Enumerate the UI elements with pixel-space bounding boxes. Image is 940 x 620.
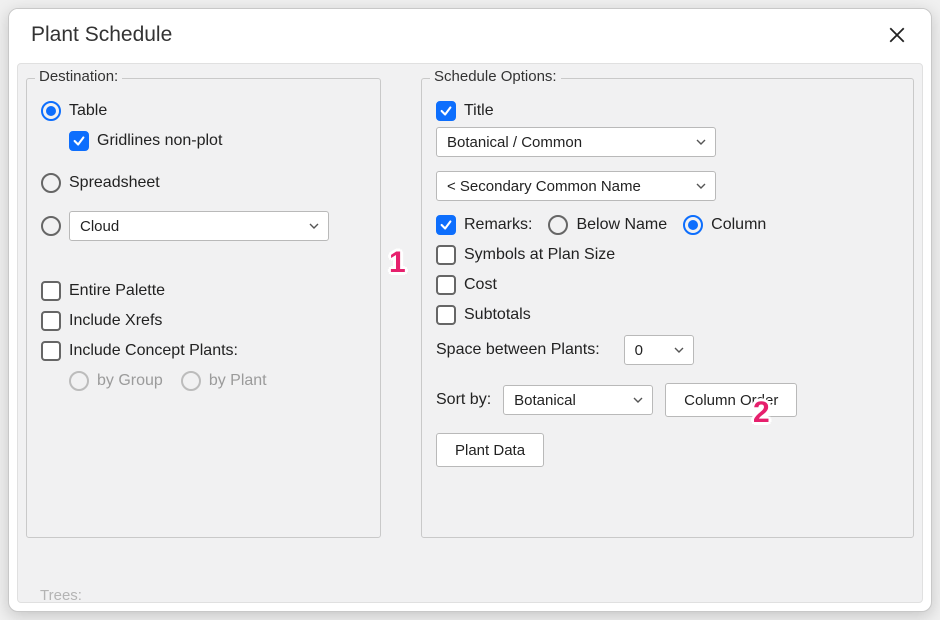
symbols-label: Symbols at Plan Size bbox=[464, 246, 615, 264]
gridlines-checkbox[interactable] bbox=[69, 131, 89, 151]
gridlines-label: Gridlines non-plot bbox=[97, 132, 222, 150]
spreadsheet-row: Spreadsheet bbox=[41, 173, 366, 193]
spreadsheet-label: Spreadsheet bbox=[69, 174, 160, 192]
by-plant-radio bbox=[181, 371, 201, 391]
table-row: Table bbox=[41, 101, 366, 121]
left-column: Destination: Table Gridlines non-plot Sp… bbox=[26, 78, 381, 602]
entire-palette-checkbox[interactable] bbox=[41, 281, 61, 301]
remarks-label: Remarks: bbox=[464, 216, 532, 234]
by-group-radio bbox=[69, 371, 89, 391]
space-row: Space between Plants: 0 bbox=[436, 335, 899, 365]
close-button[interactable] bbox=[883, 21, 911, 49]
dialog-body: Destination: Table Gridlines non-plot Sp… bbox=[17, 63, 923, 603]
cost-checkbox[interactable] bbox=[436, 275, 456, 295]
remarks-row: Remarks: Below Name Column bbox=[436, 215, 899, 235]
cloud-row: Cloud bbox=[41, 211, 366, 241]
column-order-button[interactable]: Column Order bbox=[665, 383, 797, 417]
by-plant-label: by Plant bbox=[209, 372, 267, 390]
include-concept-row: Include Concept Plants: bbox=[41, 341, 366, 361]
close-icon bbox=[888, 26, 906, 44]
dialog-title: Plant Schedule bbox=[31, 23, 172, 47]
sort-by-value: Botanical bbox=[514, 392, 576, 409]
sort-by-select[interactable]: Botanical bbox=[503, 385, 653, 415]
plant-data-label: Plant Data bbox=[455, 442, 525, 459]
title-row: Title bbox=[436, 101, 899, 121]
entire-palette-row: Entire Palette bbox=[41, 281, 366, 301]
secondary-name-value: < Secondary Common Name bbox=[447, 178, 641, 195]
chevron-down-icon bbox=[695, 180, 707, 192]
name-format-value: Botanical / Common bbox=[447, 134, 582, 151]
table-label: Table bbox=[69, 102, 107, 120]
trees-legend: Trees: bbox=[40, 587, 82, 604]
secondary-name-select[interactable]: < Secondary Common Name bbox=[436, 171, 716, 201]
subtotals-checkbox[interactable] bbox=[436, 305, 456, 325]
check-icon bbox=[439, 104, 453, 118]
cloud-radio[interactable] bbox=[41, 216, 61, 236]
check-icon bbox=[72, 134, 86, 148]
chevron-down-icon bbox=[695, 136, 707, 148]
sort-row: Sort by: Botanical Column Order bbox=[436, 383, 899, 417]
chevron-down-icon bbox=[632, 394, 644, 406]
remarks-checkbox[interactable] bbox=[436, 215, 456, 235]
plant-schedule-dialog: Plant Schedule Destination: Table Gridli… bbox=[8, 8, 932, 612]
chevron-down-icon bbox=[673, 344, 685, 356]
subtotals-label: Subtotals bbox=[464, 306, 531, 324]
below-name-radio[interactable] bbox=[548, 215, 568, 235]
title-label: Title bbox=[464, 102, 494, 120]
gridlines-row: Gridlines non-plot bbox=[41, 131, 366, 151]
column-order-label: Column Order bbox=[684, 392, 778, 409]
include-xrefs-label: Include Xrefs bbox=[69, 312, 162, 330]
chevron-down-icon bbox=[308, 220, 320, 232]
schedule-legend: Schedule Options: bbox=[430, 68, 561, 85]
cloud-select-value: Cloud bbox=[80, 218, 119, 235]
space-value: 0 bbox=[635, 342, 643, 359]
title-checkbox[interactable] bbox=[436, 101, 456, 121]
titlebar: Plant Schedule bbox=[9, 9, 931, 55]
include-xrefs-row: Include Xrefs bbox=[41, 311, 366, 331]
below-name-label: Below Name bbox=[576, 216, 667, 234]
spreadsheet-radio[interactable] bbox=[41, 173, 61, 193]
name-format-select[interactable]: Botanical / Common bbox=[436, 127, 716, 157]
destination-legend: Destination: bbox=[35, 68, 122, 85]
include-concept-label: Include Concept Plants: bbox=[69, 342, 238, 360]
by-group-label: by Group bbox=[97, 372, 163, 390]
column-label: Column bbox=[711, 216, 766, 234]
symbols-checkbox[interactable] bbox=[436, 245, 456, 265]
include-concept-checkbox[interactable] bbox=[41, 341, 61, 361]
subtotals-row: Subtotals bbox=[436, 305, 899, 325]
table-radio[interactable] bbox=[41, 101, 61, 121]
check-icon bbox=[439, 218, 453, 232]
schedule-fieldset: Schedule Options: Title Botanical / Comm… bbox=[421, 78, 914, 538]
sort-by-label: Sort by: bbox=[436, 391, 491, 409]
entire-palette-label: Entire Palette bbox=[69, 282, 165, 300]
space-between-label: Space between Plants: bbox=[436, 341, 600, 359]
cost-label: Cost bbox=[464, 276, 497, 294]
concept-subrow: by Group by Plant bbox=[41, 371, 366, 391]
column-radio[interactable] bbox=[683, 215, 703, 235]
callout-1: 1 bbox=[389, 246, 406, 280]
cost-row: Cost bbox=[436, 275, 899, 295]
destination-fieldset: Destination: Table Gridlines non-plot Sp… bbox=[26, 78, 381, 538]
symbols-row: Symbols at Plan Size bbox=[436, 245, 899, 265]
plant-data-button[interactable]: Plant Data bbox=[436, 433, 544, 467]
include-xrefs-checkbox[interactable] bbox=[41, 311, 61, 331]
space-select[interactable]: 0 bbox=[624, 335, 694, 365]
cloud-select[interactable]: Cloud bbox=[69, 211, 329, 241]
right-column: Schedule Options: Title Botanical / Comm… bbox=[421, 78, 914, 602]
